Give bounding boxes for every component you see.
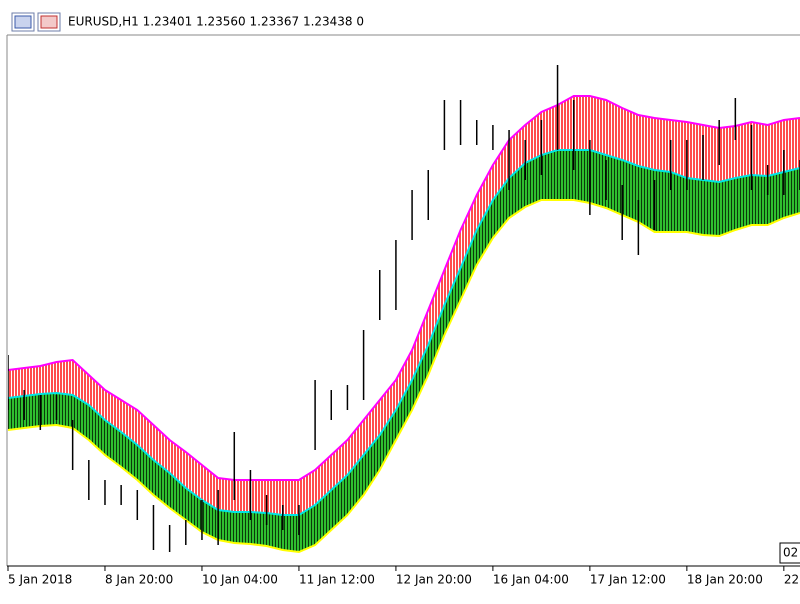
x-tick-label: 17 Jan 12:00: [590, 573, 666, 587]
band-line: [8, 199, 800, 554]
corner-label: 02: [783, 546, 798, 560]
band-fill: [8, 150, 800, 552]
icon: [40, 15, 58, 29]
x-tick-label: 5 Jan 2018: [8, 573, 72, 587]
x-tick-label: 12 Jan 20:00: [396, 573, 472, 587]
x-tick-label: 16 Jan 04:00: [493, 573, 569, 587]
header-icons: [11, 12, 61, 32]
icon: [14, 15, 32, 29]
plot-area: [8, 65, 800, 554]
x-tick-label: 11 Jan 12:00: [299, 573, 375, 587]
x-tick-label: 18 Jan 20:00: [687, 573, 763, 587]
x-tick-label: 22: [784, 573, 799, 587]
x-tick-label: 8 Jan 20:00: [105, 573, 173, 587]
band-fill: [8, 96, 800, 515]
band-line: [8, 95, 800, 481]
chart-title: EURUSD,H1 1.23401 1.23560 1.23367 1.2343…: [68, 15, 364, 29]
x-tick-label: 10 Jan 04:00: [202, 573, 278, 587]
band-line: [8, 149, 800, 516]
corner-box: [779, 542, 800, 564]
